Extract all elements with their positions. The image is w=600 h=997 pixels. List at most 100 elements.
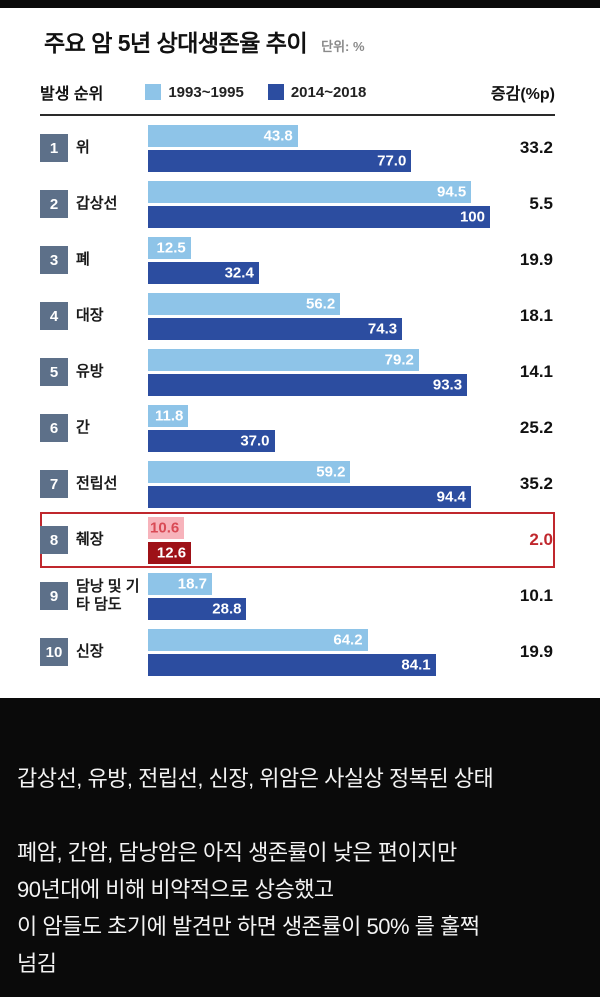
change-value: 10.1 [519, 586, 553, 605]
chart-header: 발생 순위 1993~1995 2014~2018 증감(%p) [40, 80, 555, 116]
bar-value-1993-1995: 18.7 [177, 575, 207, 592]
cancer-name: 폐 [76, 251, 90, 268]
bar-value-2014-2018: 12.6 [156, 544, 187, 561]
legend-swatch-icon [145, 84, 162, 100]
bar-value-1993-1995: 94.5 [436, 183, 467, 200]
bar-group: 79.2 93.3 [148, 348, 490, 396]
bar-1993-1995: 11.8 [148, 404, 189, 427]
commentary-line: 넘김 [17, 951, 57, 976]
bar-group: 11.8 37.0 [148, 404, 490, 452]
bar-value-1993-1995: 56.2 [306, 295, 336, 312]
bar-group: 18.7 28.8 [148, 572, 490, 620]
bar-value-1993-1995: 64.2 [333, 631, 363, 648]
bar-group: 12.5 32.4 [148, 236, 490, 284]
survival-rate-chart: 주요 암 5년 상대생존율 추이 단위: % 발생 순위 1993~1995 2… [0, 8, 600, 698]
bar-1993-1995: 43.8 [148, 124, 298, 147]
cancer-name: 담낭 및 기타 담도 [76, 578, 140, 613]
change-value: 19.9 [519, 250, 553, 269]
rank-badge: 2 [40, 190, 68, 218]
chart-row: 7 전립선 59.2 94.4 35.2 [40, 456, 555, 512]
change-value: 18.1 [519, 306, 553, 325]
rank-badge: 8 [40, 526, 68, 554]
change-value: 5.5 [529, 194, 553, 213]
bar-1993-1995: 10.6 [148, 516, 185, 539]
commentary-line: 90년대에 비해 비약적으로 상승했고 [17, 877, 334, 902]
bar-value-1993-1995: 12.5 [156, 239, 186, 256]
chart-row: 6 간 11.8 37.0 25.2 [40, 400, 555, 456]
bar-group: 10.6 12.6 [148, 516, 490, 564]
bar-value-2014-2018: 77.0 [377, 152, 407, 169]
change-value: 35.2 [519, 474, 553, 493]
rank-badge: 1 [40, 134, 68, 162]
bar-1993-1995: 12.5 [148, 236, 191, 259]
rank-badge: 10 [40, 638, 68, 666]
bar-1993-1995: 56.2 [148, 292, 341, 315]
chart-row: 8 췌장 10.6 12.6 2.0 [40, 512, 555, 568]
bar-2014-2018: 93.3 [148, 373, 468, 396]
bar-value-1993-1995: 59.2 [316, 463, 346, 480]
change-value: 2.0 [529, 530, 553, 549]
legend-item-1993-1995: 1993~1995 [145, 84, 244, 101]
cancer-name: 갑상선 [76, 195, 118, 212]
rank-badge: 9 [40, 582, 68, 610]
change-value: 25.2 [519, 418, 553, 437]
bar-group: 59.2 94.4 [148, 460, 490, 508]
change-column-header: 증감(%p) [490, 86, 555, 103]
cancer-name: 전립선 [76, 475, 118, 492]
chart-row: 9 담낭 및 기타 담도 18.7 28.8 10.1 [40, 568, 555, 624]
bar-1993-1995: 79.2 [148, 348, 419, 371]
legend-label: 2014~2018 [290, 83, 367, 101]
bar-2014-2018: 100 [148, 205, 490, 228]
bar-value-2014-2018: 84.1 [401, 656, 431, 673]
change-value: 33.2 [519, 138, 553, 157]
rank-badge: 4 [40, 302, 68, 330]
bar-value-1993-1995: 11.8 [154, 407, 184, 424]
chart-row: 3 폐 12.5 32.4 19.9 [40, 232, 555, 288]
chart-legend: 1993~1995 2014~2018 [145, 84, 366, 101]
bar-1993-1995: 59.2 [148, 460, 351, 483]
bar-2014-2018: 32.4 [148, 261, 259, 284]
commentary-line [17, 797, 583, 834]
bar-value-2014-2018: 94.4 [436, 488, 466, 505]
commentary-line: 이 암들도 초기에 발견만 하면 생존률이 50% 를 훌쩍 [17, 914, 480, 939]
cancer-name: 신장 [76, 643, 104, 660]
legend-label: 1993~1995 [168, 83, 244, 101]
rank-column-header: 발생 순위 [40, 86, 104, 103]
bar-2014-2018: 77.0 [148, 149, 412, 172]
commentary: 갑상선, 유방, 전립선, 신장, 위암은 사실상 정복된 상태 폐암, 간암,… [0, 698, 600, 982]
bar-value-1993-1995: 10.6 [150, 519, 180, 536]
rank-badge: 5 [40, 358, 68, 386]
legend-item-2014-2018: 2014~2018 [267, 83, 367, 101]
bar-1993-1995: 64.2 [148, 628, 368, 651]
bar-2014-2018: 84.1 [148, 653, 436, 676]
legend-swatch-icon [267, 84, 284, 100]
rank-badge: 3 [40, 246, 68, 274]
bar-2014-2018: 37.0 [148, 429, 275, 452]
cancer-name: 유방 [76, 363, 104, 380]
bar-value-2014-2018: 100 [459, 208, 485, 225]
chart-row: 1 위 43.8 77.0 33.2 [40, 120, 555, 176]
bar-1993-1995: 18.7 [148, 572, 212, 595]
rank-badge: 7 [40, 470, 68, 498]
bar-value-2014-2018: 37.0 [240, 432, 270, 449]
chart-unit-label: 단위: % [321, 39, 365, 54]
cancer-name: 대장 [76, 307, 104, 324]
bar-value-2014-2018: 93.3 [432, 376, 463, 393]
chart-rows: 1 위 43.8 77.0 33.2 2 갑상선 94.5 100 5.5 3 폐 12.5 32.4 19… [0, 116, 600, 680]
chart-row: 10 신장 64.2 84.1 19.9 [40, 624, 555, 680]
bar-2014-2018: 74.3 [148, 317, 403, 340]
chart-title-row: 주요 암 5년 상대생존율 추이 단위: % [0, 24, 600, 58]
bar-value-2014-2018: 74.3 [367, 320, 398, 337]
commentary-line: 갑상선, 유방, 전립선, 신장, 위암은 사실상 정복된 상태 [17, 766, 494, 791]
cancer-name: 위 [76, 139, 90, 156]
rank-badge: 6 [40, 414, 68, 442]
change-value: 19.9 [519, 642, 553, 661]
chart-row: 2 갑상선 94.5 100 5.5 [40, 176, 555, 232]
chart-row: 5 유방 79.2 93.3 14.1 [40, 344, 555, 400]
commentary-line: 폐암, 간암, 담낭암은 아직 생존률이 낮은 편이지만 [17, 840, 457, 865]
bar-group: 64.2 84.1 [148, 628, 490, 676]
chart-row: 4 대장 56.2 74.3 18.1 [40, 288, 555, 344]
bar-value-1993-1995: 79.2 [384, 351, 414, 368]
cancer-name: 간 [76, 419, 90, 436]
bar-1993-1995: 94.5 [148, 180, 472, 203]
